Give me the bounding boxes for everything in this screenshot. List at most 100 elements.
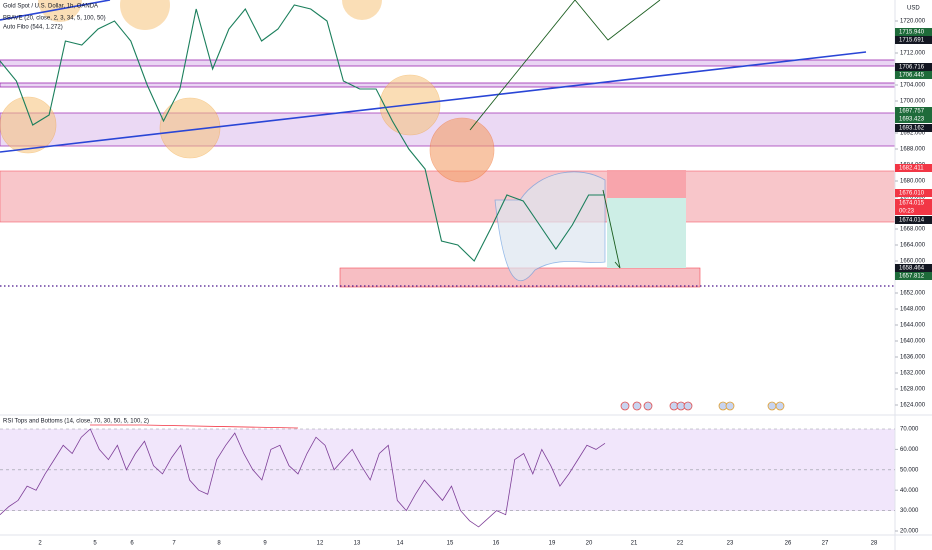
price-tag-label: 00:23 <box>899 209 915 215</box>
price-tag <box>895 207 932 215</box>
price-tick-label: 1636.000 <box>900 355 926 361</box>
price-tag <box>895 264 932 272</box>
price-tag-label: 1706.716 <box>899 65 925 71</box>
price-tick-label: 1676.000 <box>900 195 926 201</box>
rsi-tick-label: 70.000 <box>900 427 919 433</box>
price-tag-label: 1693.162 <box>899 126 925 132</box>
price-tag <box>895 115 932 123</box>
projection-arrow <box>574 0 661 41</box>
position-stop <box>607 170 686 198</box>
price-tick-label: 1632.000 <box>900 371 926 377</box>
price-tag-label: 1706.445 <box>899 73 925 79</box>
price-tag-label: 1674.015 <box>899 201 925 207</box>
date-label: 19 <box>549 541 556 547</box>
price-tick-label: 1680.000 <box>900 179 926 185</box>
rsi-line <box>0 428 606 528</box>
price-tag <box>895 124 932 132</box>
price-tick-label: 1668.000 <box>900 227 926 233</box>
highlight-circle <box>0 96 57 154</box>
date-label: 21 <box>631 541 638 547</box>
trendline <box>0 0 111 21</box>
price-tag-label: 1715.691 <box>899 38 925 44</box>
price-tag-label: 1657.812 <box>899 274 925 280</box>
price-tag-label: 1682.411 <box>899 166 924 172</box>
price-tick-label: 1720.000 <box>900 19 926 25</box>
date-label: 8 <box>217 541 221 547</box>
date-label: 26 <box>785 541 792 547</box>
event-icon[interactable] <box>632 401 642 411</box>
highlight-circle <box>429 117 495 183</box>
currency-label: USD <box>907 6 920 12</box>
highlight-circle <box>159 97 221 159</box>
date-label: 22 <box>677 541 684 547</box>
event-icon[interactable] <box>643 401 653 411</box>
price-tag <box>895 199 932 207</box>
symbol-title: Gold Spot / U.S. Dollar, 1h, OANDA <box>3 4 98 10</box>
price-tag-label: 1715.940 <box>899 30 925 36</box>
event-icon[interactable] <box>775 401 785 411</box>
date-label: 23 <box>727 541 734 547</box>
projection-arrow <box>602 189 621 269</box>
projection-arrow <box>469 0 576 131</box>
date-label: 20 <box>586 541 593 547</box>
date-label: 27 <box>822 541 829 547</box>
price-tag <box>895 164 932 172</box>
date-label: 6 <box>130 541 134 547</box>
date-label: 7 <box>172 541 176 547</box>
indicator-label: Auto Fibo (544, 1.272) <box>3 25 63 31</box>
price-tag <box>895 272 932 280</box>
event-icon[interactable] <box>683 401 693 411</box>
event-icons <box>620 401 785 411</box>
rsi-title: RSI Tops and Bottoms (14, close, 70, 30,… <box>3 419 149 425</box>
bollinger-band <box>494 171 606 282</box>
price-tick-label: 1648.000 <box>900 307 926 313</box>
price-tag-label: 1658.464 <box>899 266 925 272</box>
rsi-tick-label: 50.000 <box>900 467 919 473</box>
price-tick-label: 1664.000 <box>900 243 926 249</box>
price-tag <box>895 28 932 36</box>
date-label: 15 <box>447 541 454 547</box>
rsi-tick-label: 40.000 <box>900 488 919 494</box>
price-line <box>0 4 605 262</box>
date-label: 12 <box>317 541 324 547</box>
price-tick-label: 1692.000 <box>900 131 926 137</box>
highlight-circle <box>342 0 382 20</box>
price-tag <box>895 107 932 115</box>
price-tick-label: 1652.000 <box>900 291 926 297</box>
price-tick-label: 1624.000 <box>900 403 926 409</box>
price-tag <box>895 216 932 224</box>
highlight-circle <box>120 0 170 30</box>
price-tick-label: 1704.000 <box>900 83 926 89</box>
price-tag-label: 1676.010 <box>899 191 925 197</box>
price-tag-label: 1693.423 <box>899 117 925 123</box>
date-label: 13 <box>354 541 361 547</box>
price-tick-label: 1628.000 <box>900 387 926 393</box>
rsi-tick-label: 20.000 <box>900 529 919 535</box>
event-icon[interactable] <box>767 401 777 411</box>
date-label: 28 <box>871 541 878 547</box>
fibo-zone <box>0 82 896 88</box>
event-icon[interactable] <box>725 401 735 411</box>
price-tick-label: 1688.000 <box>900 147 926 153</box>
rsi-tick-label: 30.000 <box>900 508 919 514</box>
price-tick-label: 1640.000 <box>900 339 926 345</box>
price-tick-label: 1660.000 <box>900 259 926 265</box>
price-tag <box>895 36 932 44</box>
date-label: 2 <box>38 541 42 547</box>
date-label: 9 <box>263 541 267 547</box>
rsi-tick-label: 60.000 <box>900 447 919 453</box>
highlight-circle <box>38 0 82 22</box>
price-tag <box>895 63 932 71</box>
date-label: 14 <box>397 541 404 547</box>
price-tick-label: 1644.000 <box>900 323 926 329</box>
rsi-divergence <box>90 424 299 429</box>
date-label: 16 <box>493 541 500 547</box>
indicator-label: BBAVE (20, close, 2, 3, 34, 5, 100, 50) <box>3 16 106 22</box>
price-tick-label: 1712.000 <box>900 51 926 57</box>
date-label: 5 <box>93 541 97 547</box>
trendline <box>0 51 867 153</box>
price-tag-label: 1697.757 <box>899 109 925 115</box>
event-icon[interactable] <box>620 401 630 411</box>
price-tag-label: 1674.014 <box>899 218 925 224</box>
